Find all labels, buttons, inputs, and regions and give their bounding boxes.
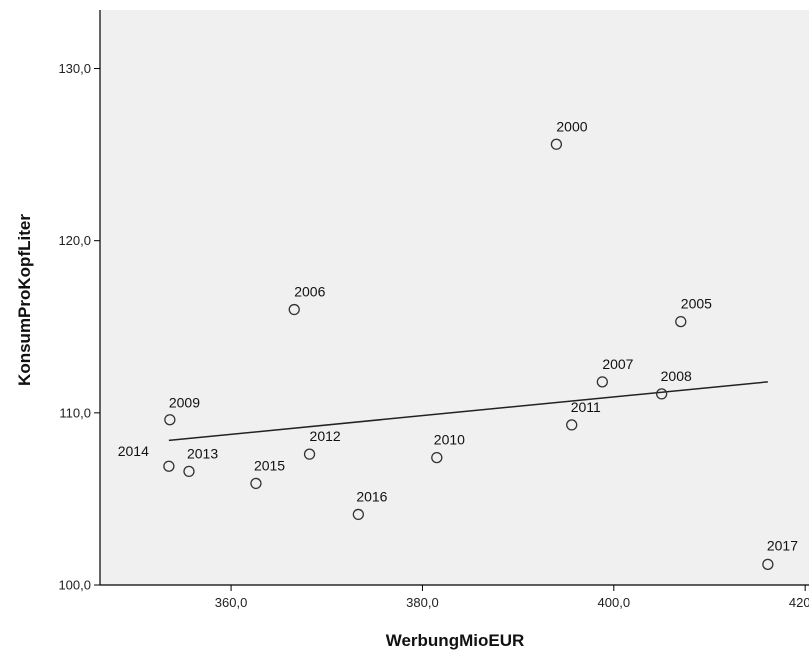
y-axis-ticks: 100,0 110,0 120,0 130,0 (58, 61, 100, 593)
data-point (163, 460, 175, 472)
y-axis-title: KonsumProKopfLiter (15, 214, 34, 386)
point-label: 2008 (661, 368, 692, 384)
data-points: 2000 2005 2006 2007 2008 2009 2010 2011 2012 2013… (118, 118, 798, 570)
x-tick-label: 420,0 (789, 595, 809, 610)
point-label: 2014 (118, 443, 149, 459)
fit-line-group (168, 381, 768, 442)
point-label: 2005 (681, 296, 712, 312)
fit-line (168, 381, 768, 442)
x-axis-title: WerbungMioEUR (386, 631, 525, 650)
point-label: 2013 (187, 445, 218, 461)
data-point (250, 477, 262, 490)
point-label: 2009 (169, 395, 200, 411)
data-point (183, 465, 195, 478)
data-point (352, 508, 364, 521)
data-point (303, 448, 316, 460)
data-point (431, 451, 443, 464)
point-label: 2010 (434, 432, 465, 448)
data-point (288, 303, 300, 316)
x-tick-label: 380,0 (406, 595, 439, 610)
plot-area (100, 10, 809, 585)
y-tick-label: 120,0 (58, 233, 91, 248)
data-point (164, 414, 176, 426)
point-label: 2015 (254, 457, 285, 473)
data-point (656, 388, 668, 400)
x-axis-ticks: 360,0 380,0 400,0 420,0 (215, 585, 809, 610)
data-point (675, 315, 687, 328)
point-label: 2012 (310, 428, 341, 444)
x-tick-label: 360,0 (215, 595, 248, 610)
data-point (596, 376, 608, 388)
point-label: 2000 (556, 118, 587, 134)
data-point (550, 138, 563, 150)
y-tick-label: 130,0 (58, 61, 91, 76)
x-tick-label: 400,0 (598, 595, 631, 610)
y-tick-label: 100,0 (58, 578, 91, 593)
data-point (566, 419, 578, 431)
y-tick-label: 110,0 (59, 405, 91, 420)
point-label: 2011 (571, 399, 601, 415)
point-label: 2006 (294, 284, 325, 300)
point-label: 2007 (602, 356, 633, 372)
point-label: 2016 (356, 488, 387, 504)
data-point (762, 558, 774, 570)
point-label: 2017 (767, 537, 798, 553)
